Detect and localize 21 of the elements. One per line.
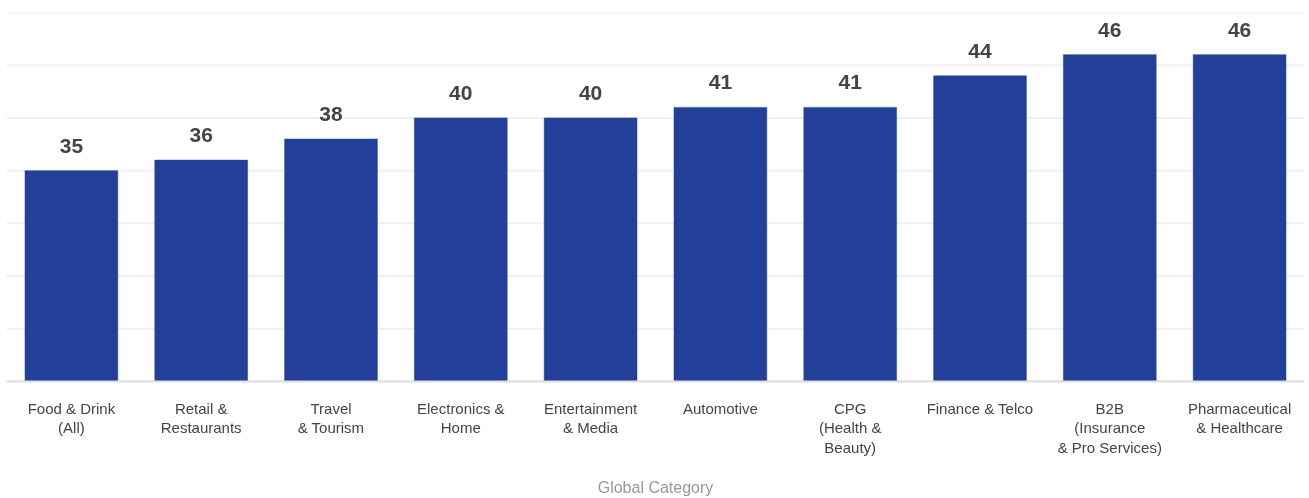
x-tick-label: Automotive [682, 399, 758, 417]
x-tick-label: B2B (Insurance & Pro Services) [1057, 399, 1162, 456]
x-tick-label: Entertainment & Media [543, 399, 639, 437]
x-axis-title: Global Category [597, 478, 714, 496]
x-tick-label: CPG (Health & Beauty) [818, 399, 882, 456]
x-tick-label: Travel & Tourism [297, 399, 365, 437]
data-label: 38 [319, 102, 343, 126]
x-tick-label: Finance & Telco [926, 399, 1034, 417]
x-tick-label: Retail & Restaurants [160, 399, 242, 437]
x-tick-label: Electronics & Home [417, 399, 505, 437]
data-label: 40 [449, 80, 473, 104]
data-label: 46 [1227, 17, 1252, 41]
data-label: 41 [708, 70, 733, 94]
x-tick-label: Food & Drink (All) [27, 399, 116, 437]
x-tick-label: Pharmaceutical & Healthcare [1187, 399, 1292, 437]
data-label: 36 [189, 123, 213, 147]
data-label: 44 [968, 38, 992, 62]
data-label: 41 [838, 70, 863, 94]
data-label: 40 [578, 80, 603, 104]
data-label: 35 [59, 133, 84, 157]
data-label: 46 [1098, 17, 1122, 41]
